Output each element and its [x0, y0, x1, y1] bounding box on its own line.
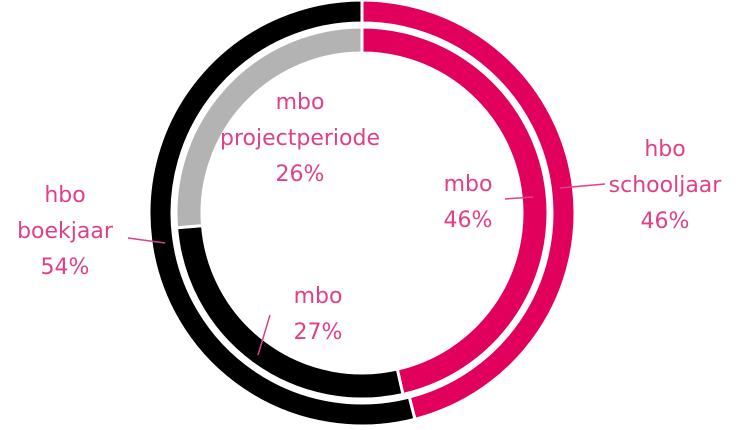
segment-label: boekjaar	[17, 219, 114, 244]
leader-line	[257, 314, 271, 356]
ring-segment	[174, 25, 364, 230]
segment-label: schooljaar	[609, 173, 723, 198]
leader-line	[504, 196, 534, 200]
segment-label: 54%	[41, 255, 90, 280]
segment-label: 46%	[641, 209, 690, 234]
leader-line	[127, 237, 166, 244]
leader-line	[559, 183, 606, 189]
segment-label: mbo	[276, 90, 325, 115]
segment-label: hbo	[644, 137, 685, 162]
segment-label: projectperiode	[220, 126, 380, 151]
segment-label: mbo	[444, 172, 493, 197]
segment-label: 27%	[294, 320, 343, 345]
ring-segment	[174, 224, 405, 401]
segment-label: 26%	[276, 162, 325, 187]
segment-label: mbo	[294, 284, 343, 309]
ring-segment	[147, 0, 417, 428]
segment-label: hbo	[44, 183, 85, 208]
segment-label: 46%	[444, 208, 493, 233]
